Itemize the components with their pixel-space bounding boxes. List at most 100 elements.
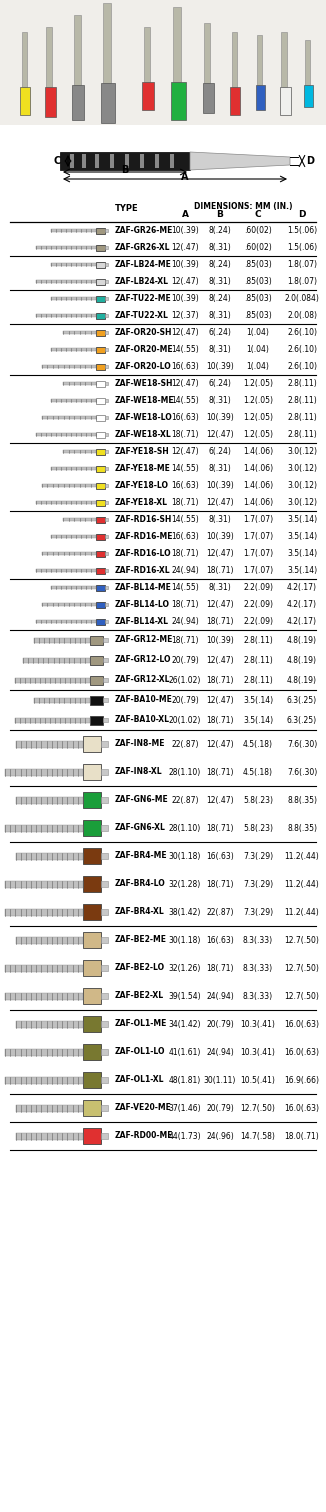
Text: 7.3(.29): 7.3(.29) — [243, 851, 273, 860]
Text: 18(.71): 18(.71) — [206, 768, 234, 777]
Text: 24(.96): 24(.96) — [206, 1131, 234, 1140]
Text: 2.8(.11): 2.8(.11) — [243, 635, 273, 644]
Text: 8.8(.35): 8.8(.35) — [287, 824, 317, 833]
Text: 16(.63): 16(.63) — [171, 532, 199, 541]
Bar — [231, 32, 237, 88]
Text: .60(02): .60(02) — [244, 225, 272, 234]
Text: 3.0(.12): 3.0(.12) — [287, 481, 317, 490]
Text: 12.7(.50): 12.7(.50) — [285, 963, 319, 972]
Text: ZAF-GR26-ME: ZAF-GR26-ME — [115, 225, 173, 234]
Text: 12(.47): 12(.47) — [171, 243, 199, 253]
Text: 10(.39): 10(.39) — [171, 293, 199, 302]
Text: ZAF-RD16-XL: ZAF-RD16-XL — [115, 565, 170, 575]
Text: ZAF-BA10-XL: ZAF-BA10-XL — [115, 715, 170, 724]
Text: 3.5(.14): 3.5(.14) — [287, 565, 317, 575]
Bar — [170, 154, 174, 168]
Text: 5.8(.23): 5.8(.23) — [243, 824, 273, 833]
Bar — [96, 262, 105, 268]
Text: 7.6(.30): 7.6(.30) — [287, 768, 317, 777]
Bar — [103, 699, 108, 702]
Text: TYPE: TYPE — [115, 204, 139, 213]
Text: ZAF-RD16-SH: ZAF-RD16-SH — [115, 516, 172, 525]
Bar — [96, 618, 105, 624]
Text: 1.4(.06): 1.4(.06) — [243, 481, 273, 490]
Bar — [45, 88, 55, 116]
Text: 16(.63): 16(.63) — [206, 936, 234, 945]
Bar — [5, 768, 83, 776]
Text: 2.8(.11): 2.8(.11) — [287, 429, 317, 438]
Text: 18(.71): 18(.71) — [206, 824, 234, 833]
Text: 12(.47): 12(.47) — [206, 656, 234, 664]
Text: 8(.24): 8(.24) — [209, 260, 231, 269]
Text: 8.3(.33): 8.3(.33) — [243, 963, 273, 972]
Text: 10(.39): 10(.39) — [171, 225, 199, 234]
Text: 8(.31): 8(.31) — [209, 243, 231, 253]
Bar — [279, 88, 290, 115]
Text: 3.5(.14): 3.5(.14) — [287, 549, 317, 558]
Text: 14.7(.58): 14.7(.58) — [241, 1131, 275, 1140]
Text: 2.8(.11): 2.8(.11) — [287, 380, 317, 389]
Bar — [46, 27, 52, 88]
Text: ZAF-TU22-XL: ZAF-TU22-XL — [115, 311, 169, 321]
Bar — [90, 676, 103, 685]
Text: C: C — [255, 210, 261, 219]
Text: ZAF-GR12-XL: ZAF-GR12-XL — [115, 676, 170, 685]
Bar — [101, 826, 108, 832]
Bar — [90, 656, 103, 664]
Bar — [0, 0, 326, 125]
Bar — [101, 1021, 108, 1027]
Bar — [5, 1048, 83, 1055]
Text: 16.0(.63): 16.0(.63) — [285, 1048, 319, 1057]
Text: 12(.47): 12(.47) — [206, 739, 234, 748]
Text: 1.8(.07): 1.8(.07) — [287, 260, 317, 269]
Bar — [204, 23, 210, 83]
Text: 3.5(.14): 3.5(.14) — [243, 696, 273, 705]
Text: ZAF-IN8-XL: ZAF-IN8-XL — [115, 768, 163, 777]
Bar — [96, 499, 105, 505]
Text: 34(1.42): 34(1.42) — [169, 1019, 201, 1028]
Bar — [83, 1072, 101, 1089]
Bar — [90, 696, 103, 705]
Text: 8(.24): 8(.24) — [209, 225, 231, 234]
Text: B: B — [121, 165, 129, 175]
Bar — [96, 602, 105, 608]
Bar — [83, 960, 101, 977]
Bar — [96, 414, 105, 420]
Bar — [63, 381, 96, 386]
Bar — [103, 677, 108, 682]
Bar — [101, 1105, 108, 1111]
Bar — [42, 484, 96, 487]
Text: ZAF-OR20-LO: ZAF-OR20-LO — [115, 361, 172, 370]
Bar — [105, 246, 108, 249]
Bar — [101, 909, 108, 915]
Text: 3.0(.12): 3.0(.12) — [287, 448, 317, 457]
Bar — [257, 35, 262, 85]
Bar — [96, 346, 105, 352]
Text: 1.2(.05): 1.2(.05) — [243, 413, 273, 422]
Text: 14(.55): 14(.55) — [171, 396, 199, 405]
Text: .60(02): .60(02) — [244, 243, 272, 253]
Text: 16(.63): 16(.63) — [171, 361, 199, 370]
Text: 16.9(.66): 16.9(.66) — [285, 1075, 319, 1084]
Text: 32(1.26): 32(1.26) — [169, 963, 201, 972]
Text: 12(.47): 12(.47) — [171, 380, 199, 389]
Bar — [96, 398, 105, 404]
Bar — [16, 936, 83, 943]
Text: 7.3(.29): 7.3(.29) — [243, 907, 273, 916]
Bar — [96, 381, 105, 387]
Text: .85(03): .85(03) — [244, 293, 272, 302]
Bar — [105, 348, 108, 351]
Bar — [155, 154, 159, 168]
Bar — [63, 449, 96, 454]
Bar — [105, 484, 108, 487]
Bar — [36, 314, 96, 318]
Bar — [5, 965, 83, 972]
Text: 10.5(.41): 10.5(.41) — [241, 1075, 275, 1084]
Text: ZAF-OL1-XL: ZAF-OL1-XL — [115, 1075, 165, 1084]
Text: .85(03): .85(03) — [244, 277, 272, 286]
Text: 3.5(.14): 3.5(.14) — [287, 532, 317, 541]
Text: 18(.71): 18(.71) — [206, 676, 234, 685]
Text: 12(.47): 12(.47) — [206, 497, 234, 507]
Text: 4.8(.19): 4.8(.19) — [287, 635, 317, 644]
Bar — [42, 364, 96, 369]
